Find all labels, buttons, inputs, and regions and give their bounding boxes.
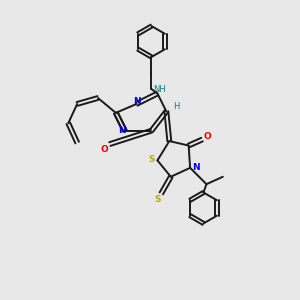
Text: N: N — [133, 97, 140, 106]
Text: S: S — [154, 195, 161, 204]
Text: O: O — [203, 132, 211, 141]
Text: NH: NH — [153, 85, 166, 94]
Text: N: N — [118, 126, 126, 135]
Text: H: H — [173, 102, 179, 111]
Text: S: S — [149, 155, 155, 164]
Text: N: N — [192, 163, 199, 172]
Text: O: O — [100, 145, 108, 154]
